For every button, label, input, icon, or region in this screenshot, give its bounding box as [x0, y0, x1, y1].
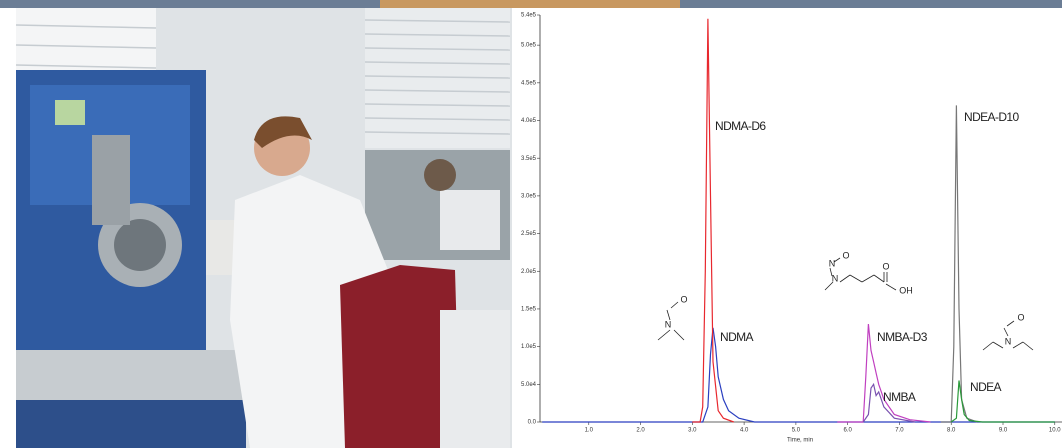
y-tick-label: 3.5e5 [521, 156, 537, 162]
bond [849, 274, 863, 283]
bond [833, 257, 841, 263]
bond [885, 283, 897, 291]
bond [670, 301, 679, 309]
x-tick-label: 5.0 [792, 428, 801, 434]
peak-label: NMBA [883, 390, 916, 404]
chromatogram-trace [542, 327, 1055, 423]
bond [673, 329, 685, 341]
chromatogram-trace [837, 323, 931, 423]
bond [824, 281, 834, 291]
chromatogram-trace [692, 18, 735, 423]
peak-label: NDEA-D10 [964, 110, 1019, 124]
bond [657, 329, 671, 341]
bond [839, 274, 851, 283]
peak-label: NDMA [720, 330, 754, 344]
y-tick-label: 2.0e5 [521, 269, 537, 275]
y-tick-label: 4.0e5 [521, 118, 537, 124]
bond [829, 267, 833, 277]
chromatogram-trace [950, 380, 1055, 423]
y-tick-label: 5.4e5 [521, 13, 537, 19]
x-tick-label: 7.0 [895, 428, 904, 434]
x-tick-label: 9.0 [999, 428, 1008, 434]
y-tick-label: 1.5e5 [521, 307, 537, 313]
y-tick-label: 5.0e4 [521, 382, 537, 388]
peak-label: NDMA-D6 [715, 119, 766, 133]
chromatogram: Time, min [515, 8, 1062, 448]
lab-photo [15, 8, 512, 448]
x-tick-label: 1.0 [585, 428, 594, 434]
atom-label: OH [899, 285, 913, 295]
atom-label: O [680, 294, 687, 304]
atom-label: O [882, 261, 889, 271]
bond [861, 274, 875, 283]
peak-label: NDEA [970, 380, 1002, 394]
top-strip [380, 0, 680, 8]
bond [1006, 320, 1015, 327]
bond [992, 341, 1004, 349]
x-tick-label: 3.0 [688, 428, 697, 434]
atom-label: N [829, 258, 836, 268]
y-tick-label: 2.5e5 [521, 231, 537, 237]
y-tick-label: 5.0e5 [521, 43, 537, 49]
chromatogram-trace [862, 382, 916, 423]
y-tick-label: 3.0e5 [521, 193, 537, 199]
atom-label: N [1005, 336, 1012, 346]
chart-background [515, 8, 1062, 448]
x-tick-label: 2.0 [636, 428, 645, 434]
bond [1003, 327, 1009, 337]
chromatogram-trace [940, 105, 978, 423]
peak-label: NMBA-D3 [877, 330, 928, 344]
bond [666, 309, 671, 321]
y-tick-label: 1.0e5 [521, 344, 537, 350]
x-tick-label: 8.0 [947, 428, 956, 434]
bond [1012, 341, 1024, 349]
atom-label: N [832, 273, 839, 283]
x-tick-label: 10.0 [1049, 428, 1061, 434]
atom-label: N [665, 319, 672, 329]
bond [873, 274, 885, 283]
atom-label: O [1017, 312, 1024, 322]
y-tick-label: 0.0 [528, 420, 537, 426]
bond [982, 341, 994, 351]
y-tick-label: 4.5e5 [521, 80, 537, 86]
x-tick-label: 4.0 [740, 428, 749, 434]
bond [1022, 341, 1034, 351]
x-tick-label: 6.0 [843, 428, 852, 434]
x-axis-label: Time, min [787, 438, 813, 444]
atom-label: O [842, 250, 849, 260]
